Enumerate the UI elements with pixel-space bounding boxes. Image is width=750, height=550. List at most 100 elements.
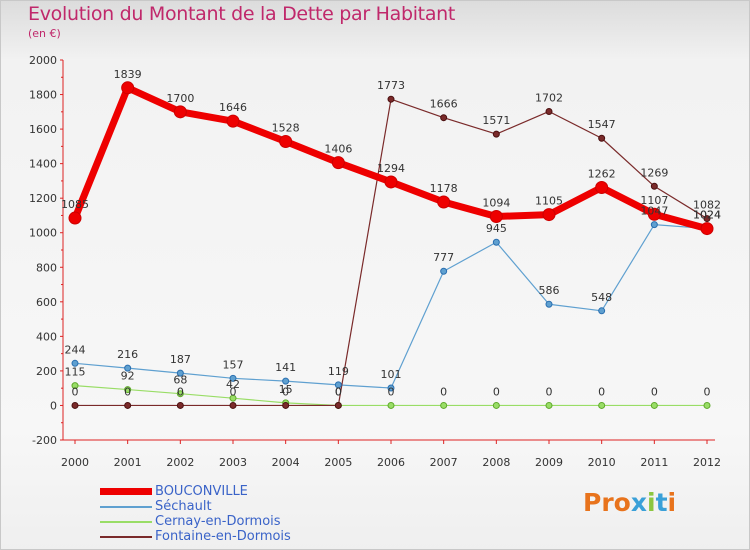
data-label: 1547 bbox=[588, 118, 616, 131]
data-label: 1107 bbox=[640, 194, 668, 207]
data-label: 1571 bbox=[482, 114, 510, 127]
data-label: 586 bbox=[539, 284, 560, 297]
data-point bbox=[545, 300, 553, 308]
data-point bbox=[595, 180, 609, 194]
data-label: 0 bbox=[440, 385, 447, 398]
data-point bbox=[124, 364, 132, 372]
y-tick-label: 800 bbox=[36, 261, 57, 274]
data-label: 244 bbox=[65, 343, 86, 356]
data-label: 0 bbox=[546, 385, 553, 398]
y-tick-label: 1400 bbox=[29, 158, 57, 171]
data-point bbox=[229, 401, 237, 409]
data-label: 945 bbox=[486, 222, 507, 235]
data-point bbox=[121, 81, 135, 95]
data-point bbox=[71, 382, 79, 390]
y-tick-label: 400 bbox=[36, 330, 57, 343]
y-tick-label: 1000 bbox=[29, 227, 57, 240]
data-label: 0 bbox=[335, 385, 342, 398]
legend-swatch-fontaine bbox=[100, 536, 152, 538]
data-label: 1702 bbox=[535, 91, 563, 104]
data-label: 0 bbox=[704, 385, 711, 398]
logo-letter: t bbox=[655, 488, 668, 517]
data-label: 115 bbox=[65, 366, 86, 379]
data-point bbox=[387, 401, 395, 409]
logo-letter: i bbox=[667, 488, 677, 517]
legend-label: BOUCONVILLE bbox=[155, 484, 248, 499]
data-label: 0 bbox=[72, 385, 79, 398]
legend-label: Cernay-en-Dormois bbox=[155, 514, 281, 529]
data-label: 1024 bbox=[693, 209, 721, 222]
chart-title: Evolution du Montant de la Dette par Hab… bbox=[28, 3, 456, 25]
legend: BOUCONVILLE Séchault Cernay-en-Dormois F… bbox=[100, 484, 360, 544]
data-label: 0 bbox=[177, 385, 184, 398]
data-label: 0 bbox=[651, 385, 658, 398]
data-point bbox=[647, 207, 661, 221]
logo-letter: x bbox=[630, 488, 647, 517]
legend-label: Séchault bbox=[155, 499, 212, 514]
x-tick-label: 2007 bbox=[430, 456, 458, 469]
data-label: 1085 bbox=[61, 198, 89, 211]
data-label: 1094 bbox=[482, 196, 510, 209]
x-tick-label: 2004 bbox=[272, 456, 300, 469]
data-label: 141 bbox=[275, 361, 296, 374]
data-label: 0 bbox=[598, 385, 605, 398]
logo-letter: i bbox=[647, 488, 656, 517]
data-point bbox=[489, 209, 503, 223]
data-point bbox=[176, 401, 184, 409]
data-point bbox=[440, 267, 448, 275]
data-point bbox=[437, 195, 451, 209]
data-point bbox=[492, 130, 500, 138]
data-point bbox=[282, 377, 290, 385]
legend-swatch-bouconville bbox=[100, 488, 152, 495]
data-label: 1773 bbox=[377, 79, 405, 92]
data-label: 0 bbox=[335, 385, 342, 398]
data-label: 777 bbox=[433, 251, 454, 264]
data-label: 1082 bbox=[693, 199, 721, 212]
data-label: 0 bbox=[124, 385, 131, 398]
data-label: 119 bbox=[328, 365, 349, 378]
data-point bbox=[703, 401, 711, 409]
x-tick-label: 2000 bbox=[61, 456, 89, 469]
data-point bbox=[387, 384, 395, 392]
series-line-0 bbox=[71, 84, 711, 233]
data-label: 1047 bbox=[640, 205, 668, 218]
y-tick-label: 0 bbox=[50, 399, 57, 412]
data-label: 1839 bbox=[114, 68, 142, 81]
y-tick-label: -200 bbox=[32, 434, 57, 447]
data-label: 1646 bbox=[219, 101, 247, 114]
x-tick-label: 2001 bbox=[114, 456, 142, 469]
data-point bbox=[282, 401, 290, 409]
data-point bbox=[650, 401, 658, 409]
data-point bbox=[598, 307, 606, 315]
data-label: 0 bbox=[493, 385, 500, 398]
x-tick-label: 2008 bbox=[482, 456, 510, 469]
data-point bbox=[229, 374, 237, 382]
data-label: 0 bbox=[230, 385, 237, 398]
data-label: 1406 bbox=[324, 143, 352, 156]
x-tick-label: 2012 bbox=[693, 456, 721, 469]
data-label: 548 bbox=[591, 291, 612, 304]
data-label: 92 bbox=[121, 370, 135, 383]
legend-swatch-cernay bbox=[100, 521, 152, 523]
data-point bbox=[176, 390, 184, 398]
y-tick-label: 1800 bbox=[29, 89, 57, 102]
data-point bbox=[650, 221, 658, 229]
y-tick-label: 600 bbox=[36, 296, 57, 309]
data-point bbox=[334, 401, 342, 409]
data-label: 101 bbox=[381, 368, 402, 381]
data-label: 42 bbox=[226, 378, 240, 391]
data-point bbox=[440, 401, 448, 409]
data-label: 0 bbox=[388, 385, 395, 398]
data-label: 1528 bbox=[272, 122, 300, 135]
data-label: 0 bbox=[282, 385, 289, 398]
data-point bbox=[173, 105, 187, 119]
x-tick-label: 2002 bbox=[166, 456, 194, 469]
legend-swatch-sechault bbox=[100, 506, 152, 508]
data-point bbox=[545, 401, 553, 409]
data-point bbox=[124, 401, 132, 409]
x-tick-label: 2010 bbox=[588, 456, 616, 469]
data-label: 15 bbox=[279, 383, 293, 396]
data-point bbox=[176, 369, 184, 377]
data-point bbox=[68, 211, 82, 225]
